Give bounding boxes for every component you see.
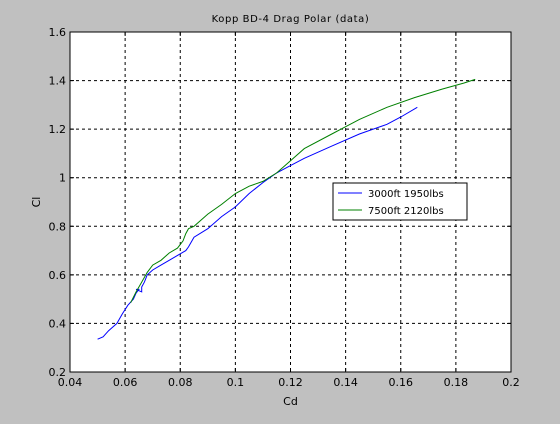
grid-layer (70, 32, 511, 372)
x-tick-label: 0.06 (113, 376, 138, 389)
y-tick-label: 1.2 (49, 123, 67, 136)
x-tick-label: 0.18 (444, 376, 469, 389)
legend: 3000ft 1950lbs 7500ft 2120lbs (332, 182, 468, 221)
y-tick-label: 0.6 (49, 269, 67, 282)
x-tick-label: 0.16 (389, 376, 414, 389)
x-tick-label: 0.2 (502, 376, 520, 389)
x-tick-label: 0.1 (227, 376, 245, 389)
x-axis-label: Cd (283, 395, 298, 408)
y-tick-label: 1.6 (49, 26, 67, 39)
legend-box (332, 182, 468, 221)
legend-label-1: 3000ft 1950lbs (368, 189, 444, 200)
legend-label-2: 7500ft 2120lbs (368, 206, 444, 217)
y-tick-label: 0.4 (49, 317, 67, 330)
series-layer (97, 78, 476, 340)
x-tick-label: 0.12 (278, 376, 303, 389)
series-line-2 (130, 78, 476, 304)
y-tick-label: 0.8 (49, 220, 67, 233)
chart-title: Kopp BD-4 Drag Polar (data) (212, 14, 370, 25)
x-tick-label: 0.04 (58, 376, 83, 389)
plot-frame (69, 31, 512, 373)
x-tick-label: 0.14 (333, 376, 358, 389)
x-tick-label: 0.08 (168, 376, 193, 389)
y-tick-label: 1.4 (49, 75, 67, 88)
y-tick-label: 0.2 (49, 366, 67, 379)
y-tick-label: 1 (59, 172, 66, 185)
ticks-layer: 0.04 0.06 0.08 0.1 0.12 0.14 0.16 0.18 0.2 0.2 0.4… (49, 26, 520, 389)
y-axis-label: Cl (30, 197, 43, 208)
